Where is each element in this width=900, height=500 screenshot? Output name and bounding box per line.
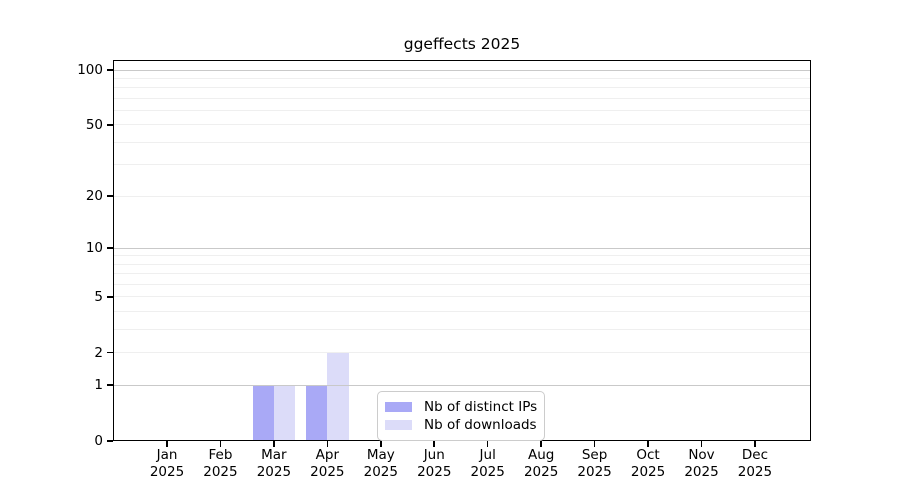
y-tick-label-2: 2	[94, 344, 103, 361]
y-tick-label-1: 1	[94, 377, 103, 394]
x-tick-label-dec: Dec 2025	[737, 447, 773, 480]
bar-downloads-mar	[273, 385, 296, 441]
gridline-minor	[113, 255, 811, 257]
gridline-major	[113, 247, 811, 249]
x-tick-label-oct: Oct 2025	[630, 447, 666, 480]
y-tick-2	[107, 351, 113, 354]
legend: Nb of distinct IPs Nb of downloads	[377, 391, 545, 441]
y-tick-1	[107, 384, 113, 387]
bar-distinct-ips-mar	[252, 385, 274, 441]
x-tick-label-nov: Nov 2025	[684, 447, 719, 480]
gridline-minor	[113, 329, 811, 331]
x-tick-jul	[486, 441, 489, 447]
x-tick-sep	[593, 441, 596, 447]
x-tick-dec	[754, 441, 756, 447]
gridline-minor	[113, 164, 811, 166]
x-tick-label-apr: Apr 2025	[310, 447, 345, 480]
gridline-minor	[113, 273, 811, 275]
gridline-minor	[113, 296, 811, 298]
legend-swatch-distinct-ips	[385, 402, 412, 412]
x-tick-feb	[219, 441, 222, 447]
legend-label-downloads: Nb of downloads	[424, 417, 537, 433]
plot-area	[113, 60, 811, 441]
gridline-minor	[113, 352, 811, 354]
y-tick-label-20: 20	[85, 188, 103, 205]
x-tick-may	[380, 441, 382, 447]
gridline-major	[113, 384, 811, 386]
y-tick-label-50: 50	[85, 116, 103, 133]
gridline-minor	[113, 284, 811, 286]
gridline-minor	[113, 97, 811, 99]
bar-distinct-ips-apr	[305, 385, 328, 441]
chart-title: ggeffects 2025	[403, 35, 521, 53]
y-tick-0	[107, 440, 113, 442]
x-tick-jun	[433, 441, 436, 447]
legend-label-distinct-ips: Nb of distinct IPs	[424, 399, 538, 415]
legend-item-downloads: Nb of downloads	[385, 417, 537, 433]
x-tick-label-aug: Aug 2025	[523, 447, 559, 480]
y-tick-5	[107, 296, 113, 298]
gridline-major	[113, 69, 811, 71]
x-tick-label-mar: Mar 2025	[256, 447, 292, 480]
x-tick-label-may: May 2025	[363, 447, 398, 480]
x-tick-label-feb: Feb 2025	[203, 447, 238, 480]
legend-item-distinct-ips: Nb of distinct IPs	[385, 399, 538, 415]
x-tick-mar	[273, 441, 275, 447]
gridline-minor	[113, 311, 811, 313]
gridline-minor	[113, 77, 811, 79]
legend-swatch-downloads	[385, 420, 412, 430]
gridline-minor	[113, 195, 811, 197]
gridline-minor	[113, 87, 811, 89]
x-tick-aug	[540, 441, 542, 447]
gridline-minor	[113, 141, 811, 143]
y-tick-label-100: 100	[77, 62, 103, 78]
x-tick-label-sep: Sep 2025	[577, 447, 612, 480]
gridline-minor	[113, 263, 811, 265]
gridline-minor	[113, 124, 811, 126]
y-tick-50	[107, 124, 113, 126]
x-tick-oct	[647, 441, 649, 447]
x-tick-label-jul: Jul 2025	[470, 447, 505, 480]
y-tick-label-5: 5	[94, 288, 103, 305]
y-tick-100	[107, 69, 113, 71]
x-tick-jan	[166, 441, 168, 447]
x-tick-nov	[700, 441, 703, 447]
bar-downloads-apr	[327, 352, 349, 441]
x-tick-label-jan: Jan 2025	[149, 447, 185, 480]
y-tick-10	[107, 247, 113, 250]
y-tick-20	[107, 195, 113, 198]
y-tick-label-10: 10	[85, 240, 103, 257]
x-tick-apr	[326, 441, 329, 447]
y-tick-label-0: 0	[94, 433, 103, 449]
x-tick-label-jun: Jun 2025	[417, 447, 452, 480]
gridline-minor	[113, 110, 811, 112]
